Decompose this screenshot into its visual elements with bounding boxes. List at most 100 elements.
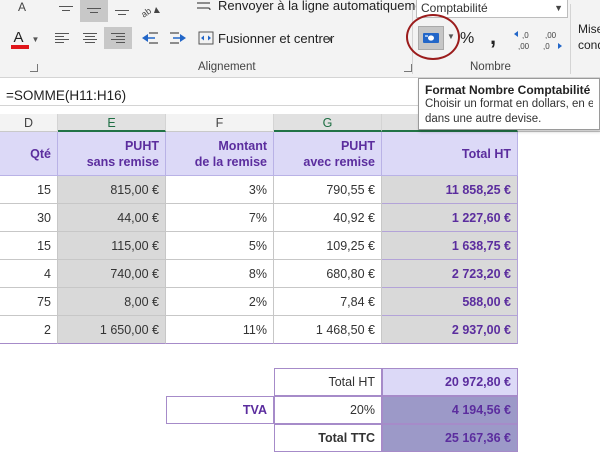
increase-decimal-button[interactable]: ,0 ,00: [512, 28, 536, 52]
number-group-label: Nombre: [470, 61, 511, 73]
conditional-format-label[interactable]: condi: [578, 38, 600, 52]
cell-puht-remise[interactable]: 7,84 €: [274, 288, 382, 316]
accounting-format-icon: [423, 33, 439, 43]
tooltip: Format Nombre Comptabilité Choisir un fo…: [418, 78, 600, 130]
column-header-d[interactable]: D: [0, 114, 58, 132]
cell-puht[interactable]: 1 650,00 €: [58, 316, 166, 344]
tva-value[interactable]: 4 194,56 €: [382, 396, 518, 424]
formula-text: =SOMME(H11:H16): [6, 88, 127, 103]
align-top-button[interactable]: [52, 0, 80, 22]
alignment-dialog-launcher-icon[interactable]: [404, 64, 412, 72]
cell-puht-remise[interactable]: 109,25 €: [274, 232, 382, 260]
header-qty[interactable]: Qté: [0, 132, 58, 176]
cell-puht[interactable]: 8,00 €: [58, 288, 166, 316]
comma-style-button[interactable]: ,: [490, 24, 497, 49]
increase-decimal-icon: ,0 ,00: [514, 31, 530, 51]
wrap-text-button[interactable]: Renvoyer à la ligne automatiquement: [218, 0, 434, 13]
ribbon: A ab Renvoyer à la ligne automatiquement…: [0, 0, 600, 78]
cell-puht-remise[interactable]: 1 468,50 €: [274, 316, 382, 344]
group-separator: [570, 4, 571, 74]
text-orientation-icon: ab: [139, 6, 160, 18]
cell-remise[interactable]: 7%: [166, 204, 274, 232]
align-middle-button[interactable]: [80, 0, 108, 22]
cell-puht[interactable]: 815,00 €: [58, 176, 166, 204]
cell-total-ht[interactable]: 2 937,00 €: [382, 316, 518, 344]
svg-text:ab: ab: [139, 6, 153, 18]
cell-qty[interactable]: 30: [0, 204, 58, 232]
align-left-icon: [55, 32, 69, 44]
align-center-icon: [83, 32, 97, 44]
total-ht-label[interactable]: Total HT: [274, 368, 382, 396]
decrease-indent-icon: [142, 32, 158, 44]
chevron-down-icon[interactable]: ▼: [326, 35, 334, 44]
header-total-ht[interactable]: Total HT: [382, 132, 518, 176]
total-ttc-label[interactable]: Total TTC: [274, 424, 382, 452]
total-ttc-value[interactable]: 25 167,36 €: [382, 424, 518, 452]
column-header-e[interactable]: E: [58, 114, 166, 132]
header-puht-avec-remise[interactable]: PUHT avec remise: [274, 132, 382, 176]
align-bottom-icon: [115, 6, 129, 17]
cell-qty[interactable]: 75: [0, 288, 58, 316]
align-top-icon: [59, 5, 73, 17]
conditional-format-button[interactable]: Mise: [578, 22, 600, 36]
align-center-button[interactable]: [76, 27, 104, 49]
cell-puht-remise[interactable]: 790,55 €: [274, 176, 382, 204]
font-color-swatch: [10, 45, 29, 49]
cell-qty[interactable]: 15: [0, 176, 58, 204]
chevron-down-icon: ▼: [31, 34, 40, 44]
cell-puht-remise[interactable]: 680,80 €: [274, 260, 382, 288]
font-dialog-launcher-icon[interactable]: [30, 64, 38, 72]
svg-text:,00: ,00: [518, 42, 530, 51]
svg-text:,00: ,00: [545, 31, 557, 40]
increase-indent-button[interactable]: [164, 27, 192, 49]
cell-remise[interactable]: 5%: [166, 232, 274, 260]
cell-puht[interactable]: 740,00 €: [58, 260, 166, 288]
column-header-f[interactable]: F: [166, 114, 274, 132]
tooltip-description-line1: Choisir un format en dollars, en euros o…: [425, 98, 593, 110]
total-ht-value[interactable]: 20 972,80 €: [382, 368, 518, 396]
percent-button[interactable]: %: [460, 30, 475, 47]
alignment-group-label: Alignement: [198, 61, 256, 73]
align-left-button[interactable]: [48, 27, 76, 49]
cell-remise[interactable]: 3%: [166, 176, 274, 204]
header-montant-remise[interactable]: Montant de la remise: [166, 132, 274, 176]
accounting-format-button[interactable]: [418, 26, 444, 50]
align-bottom-button[interactable]: [108, 0, 136, 22]
cell-remise[interactable]: 11%: [166, 316, 274, 344]
cell-total-ht[interactable]: 588,00 €: [382, 288, 518, 316]
cell-puht[interactable]: 44,00 €: [58, 204, 166, 232]
wrap-text-icon: [197, 2, 211, 11]
cell-puht-remise[interactable]: 40,92 €: [274, 204, 382, 232]
cell-total-ht[interactable]: 1 638,75 €: [382, 232, 518, 260]
svg-text:,0: ,0: [543, 42, 550, 51]
chevron-down-icon[interactable]: ▼: [447, 32, 455, 41]
number-format-select[interactable]: Comptabilité ▼: [416, 0, 568, 18]
tooltip-title: Format Nombre Comptabilité: [425, 83, 591, 97]
column-header-g[interactable]: G: [274, 114, 382, 132]
cell-total-ht[interactable]: 2 723,20 €: [382, 260, 518, 288]
increase-indent-icon: [170, 32, 186, 44]
font-color-button[interactable]: A ▼: [8, 28, 42, 50]
cell-qty[interactable]: 4: [0, 260, 58, 288]
header-puht-sans-remise[interactable]: PUHT sans remise: [58, 132, 166, 176]
decrease-decimal-button[interactable]: ,00 ,0: [540, 28, 564, 52]
cell-puht[interactable]: 115,00 €: [58, 232, 166, 260]
decrease-indent-button[interactable]: [136, 27, 164, 49]
orientation-button[interactable]: ab: [136, 0, 164, 22]
cell-total-ht[interactable]: 11 858,25 €: [382, 176, 518, 204]
merge-center-button[interactable]: Fusionner et centrer: [218, 31, 335, 46]
cell-qty[interactable]: 2: [0, 316, 58, 344]
font-size-button[interactable]: A: [18, 0, 27, 14]
tooltip-description-line2: dans une autre devise.: [425, 113, 542, 125]
cell-qty[interactable]: 15: [0, 232, 58, 260]
align-middle-icon: [87, 6, 101, 17]
highlight-circle: [406, 14, 460, 60]
cell-remise[interactable]: 2%: [166, 288, 274, 316]
tva-label[interactable]: TVA: [166, 396, 274, 424]
align-right-button[interactable]: [104, 27, 132, 49]
decrease-decimal-icon: ,00 ,0: [543, 31, 562, 51]
tva-rate[interactable]: 20%: [274, 396, 382, 424]
cell-total-ht[interactable]: 1 227,60 €: [382, 204, 518, 232]
merge-center-icon: [198, 31, 214, 45]
cell-remise[interactable]: 8%: [166, 260, 274, 288]
